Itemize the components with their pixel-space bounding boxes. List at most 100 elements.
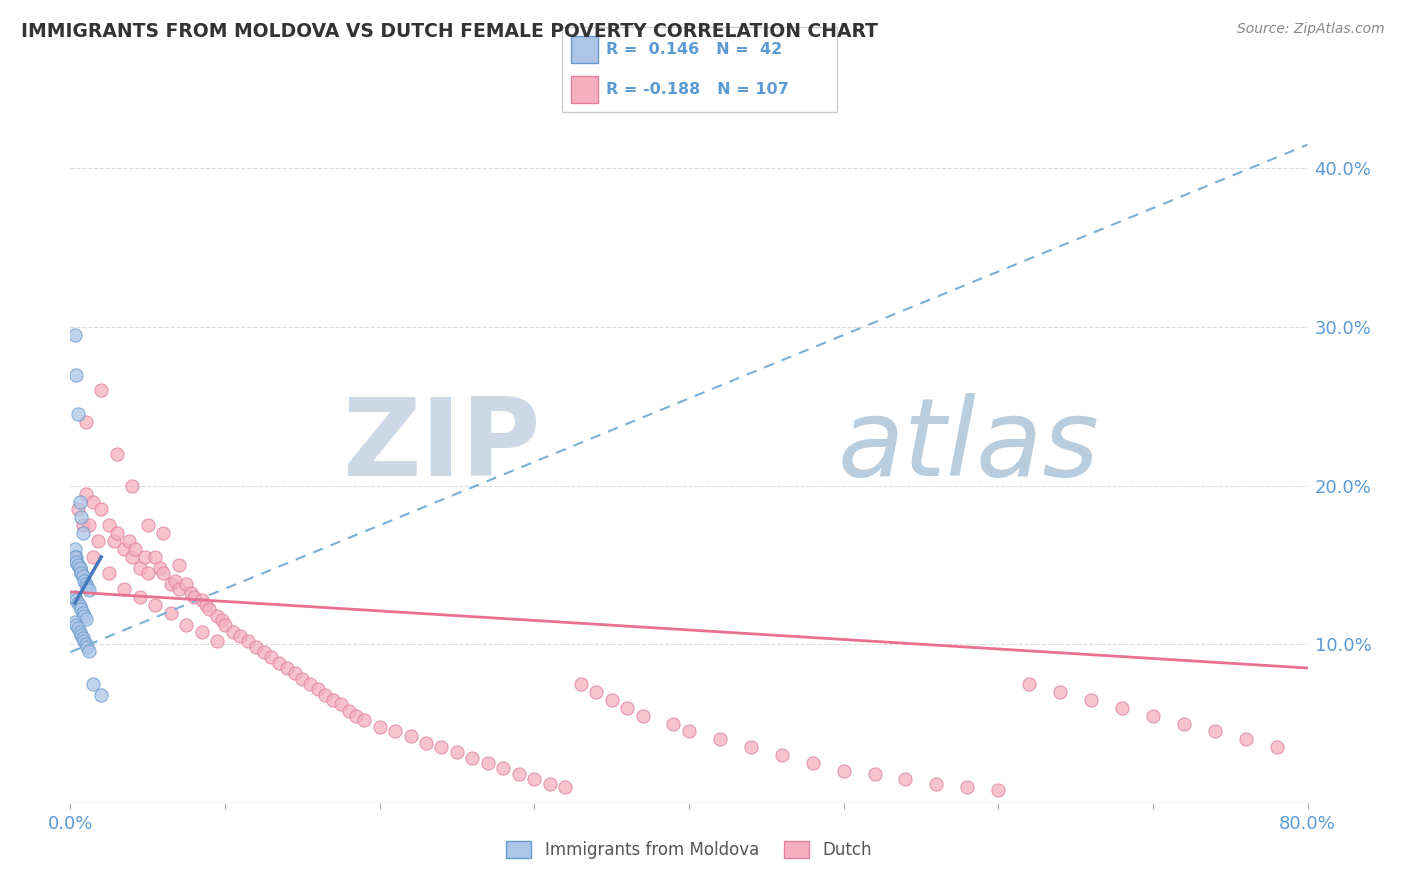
Point [69, 561, 91, 575]
Point [167, 582, 190, 596]
Point [174, 618, 197, 632]
Text: Source: ZipAtlas.com: Source: ZipAtlas.com [1237, 22, 1385, 37]
Point [63, 590, 86, 604]
Point [75, 486, 97, 500]
Point [260, 649, 283, 664]
Text: R = -0.188   N = 107: R = -0.188 N = 107 [606, 82, 789, 97]
Point [523, 772, 546, 786]
Point [538, 777, 561, 791]
Point [1049, 685, 1071, 699]
Point [245, 640, 267, 655]
Point [72, 569, 94, 583]
Point [1111, 700, 1133, 714]
Point [63, 549, 86, 564]
Text: IMMIGRANTS FROM MOLDOVA VS DUTCH FEMALE POVERTY CORRELATION CHART: IMMIGRANTS FROM MOLDOVA VS DUTCH FEMALE … [21, 22, 879, 41]
Point [1173, 716, 1195, 731]
Point [152, 566, 174, 580]
Point [195, 598, 218, 612]
Point [191, 624, 214, 639]
Point [508, 767, 530, 781]
Point [69, 561, 91, 575]
Point [63, 615, 86, 629]
Point [136, 566, 159, 580]
Point [616, 700, 638, 714]
Point [75, 612, 97, 626]
Point [276, 661, 298, 675]
Point [229, 629, 252, 643]
Point [136, 518, 159, 533]
Point [832, 764, 855, 778]
Point [69, 494, 91, 508]
Point [492, 761, 515, 775]
Point [129, 561, 152, 575]
Point [368, 720, 391, 734]
Point [98, 566, 120, 580]
Point [76, 580, 98, 594]
Point [183, 590, 205, 604]
Point [284, 665, 307, 680]
Point [73, 608, 96, 623]
Point [145, 598, 166, 612]
Point [337, 704, 360, 718]
Text: ZIP: ZIP [342, 393, 540, 499]
Point [214, 618, 236, 632]
Point [253, 645, 276, 659]
Point [662, 716, 685, 731]
Point [77, 583, 100, 598]
Point [114, 582, 135, 596]
Point [72, 518, 94, 533]
Point [307, 681, 329, 696]
Point [63, 549, 86, 564]
Point [90, 502, 112, 516]
Point [73, 634, 96, 648]
Bar [571, 36, 598, 63]
Point [211, 614, 233, 628]
Point [69, 624, 91, 639]
Point [207, 634, 229, 648]
Point [238, 634, 260, 648]
Point [152, 526, 174, 541]
Point [191, 592, 214, 607]
Point [121, 549, 143, 564]
Point [894, 772, 917, 786]
Point [1080, 692, 1102, 706]
Point [863, 767, 886, 781]
Point [222, 624, 245, 639]
Point [801, 756, 824, 771]
Point [1142, 708, 1164, 723]
Legend: Immigrants from Moldova, Dutch: Immigrants from Moldova, Dutch [499, 834, 879, 866]
Point [73, 574, 96, 588]
Point [65, 368, 87, 382]
Point [90, 384, 112, 398]
Bar [571, 76, 598, 103]
Point [75, 637, 97, 651]
Point [160, 606, 183, 620]
Point [63, 328, 86, 343]
Point [299, 677, 322, 691]
Point [554, 780, 576, 794]
Point [291, 672, 314, 686]
Point [145, 549, 166, 564]
Point [70, 566, 93, 580]
Point [90, 688, 112, 702]
Point [346, 708, 368, 723]
Point [149, 561, 172, 575]
Point [1204, 724, 1226, 739]
Point [174, 577, 197, 591]
Point [121, 478, 143, 492]
Point [72, 569, 94, 583]
Point [103, 534, 125, 549]
Point [477, 756, 499, 771]
Point [70, 566, 93, 580]
Point [987, 783, 1010, 797]
Point [631, 708, 654, 723]
Point [461, 751, 484, 765]
Point [269, 657, 291, 671]
Point [82, 677, 105, 691]
Point [129, 590, 152, 604]
Point [165, 574, 187, 588]
Point [709, 732, 731, 747]
Point [740, 740, 762, 755]
Point [1265, 740, 1288, 755]
Point [1018, 677, 1040, 691]
